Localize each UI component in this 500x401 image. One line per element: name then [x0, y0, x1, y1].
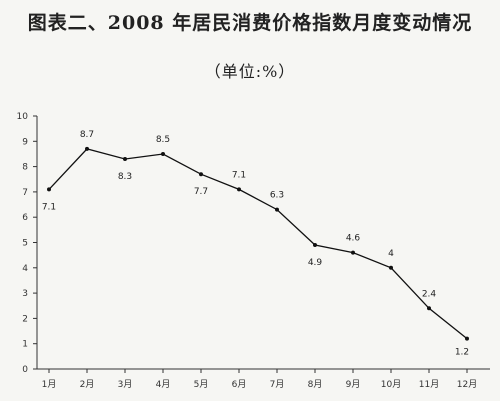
data-label: 4: [388, 249, 394, 259]
data-label: 1.2: [455, 348, 469, 358]
data-label: 7.1: [232, 170, 246, 180]
data-point: [199, 172, 203, 177]
y-tick-label: 3: [22, 289, 28, 299]
y-tick-label: 9: [22, 137, 28, 147]
data-point: [465, 336, 469, 341]
data-point: [85, 146, 89, 151]
data-point: [389, 265, 393, 270]
y-tick-label: 7: [22, 188, 28, 198]
x-tick-label: 4月: [156, 379, 171, 390]
data-label: 4.6: [346, 234, 361, 244]
data-point: [47, 187, 51, 192]
data-point: [237, 187, 241, 192]
data-label: 4.9: [308, 258, 323, 268]
data-point: [161, 151, 165, 156]
data-label: 2.4: [422, 289, 437, 299]
data-label: 8.3: [118, 172, 132, 182]
x-tick-label: 5月: [194, 379, 209, 390]
y-tick-label: 2: [22, 314, 28, 324]
data-point: [427, 306, 431, 311]
x-tick-label: 1月: [42, 379, 57, 390]
x-tick-label: 2月: [80, 379, 95, 390]
data-point: [313, 243, 317, 248]
x-tick-label: 12月: [457, 379, 477, 390]
y-tick-label: 10: [17, 112, 29, 122]
x-tick-label: 8月: [308, 379, 323, 390]
data-label: 6.3: [270, 191, 284, 201]
y-tick-label: 1: [22, 340, 28, 350]
y-tick-label: 0: [22, 365, 28, 375]
x-tick-label: 6月: [232, 379, 247, 390]
y-tick-label: 8: [22, 163, 28, 173]
data-point: [351, 250, 355, 255]
x-tick-label: 10月: [381, 379, 401, 390]
chart-title: 图表二、2008 年居民消费价格指数月度变动情况: [27, 12, 473, 34]
chart-subtitle: （单位:%）: [204, 62, 296, 81]
data-label: 7.1: [42, 202, 56, 212]
y-tick-label: 4: [22, 264, 28, 274]
data-label: 8.5: [156, 135, 170, 145]
data-point: [123, 157, 127, 162]
data-point: [275, 207, 279, 212]
x-tick-label: 7月: [270, 379, 285, 390]
x-tick-label: 3月: [118, 379, 133, 390]
series-line: [48, 148, 468, 340]
data-label: 8.7: [80, 130, 94, 140]
y-tick-label: 6: [22, 213, 28, 223]
data-label: 7.7: [194, 187, 208, 197]
x-tick-label: 11月: [419, 379, 439, 390]
x-tick-label: 9月: [346, 379, 361, 390]
y-tick-label: 5: [22, 239, 28, 249]
